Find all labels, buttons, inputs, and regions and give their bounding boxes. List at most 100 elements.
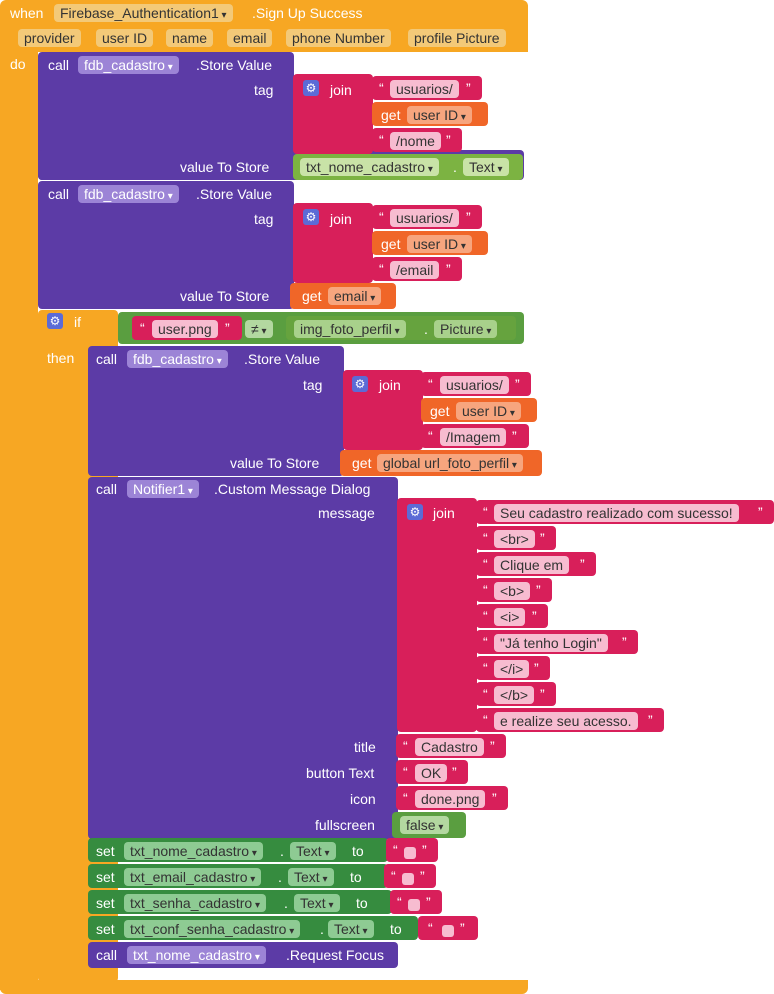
store1-component-dropdown[interactable]: fdb_cadastro [78, 56, 179, 74]
quote-close: ” [460, 920, 465, 936]
text-string[interactable]: usuarios/ [390, 80, 459, 98]
quote-close: ” [466, 80, 471, 96]
set-property-dropdown[interactable]: Text [294, 894, 340, 912]
param-email[interactable]: email [227, 29, 273, 47]
empty-string[interactable] [404, 844, 416, 860]
join-label: join [330, 211, 352, 227]
quote-close: ” [515, 376, 520, 392]
quote-close: ” [466, 209, 471, 225]
set-label: set [96, 895, 115, 911]
button-string[interactable]: OK [415, 764, 448, 782]
quote-open: “ [140, 320, 145, 336]
text-string[interactable]: /Imagem [440, 428, 507, 446]
to-label: to [350, 869, 362, 885]
event-component-dropdown[interactable]: Firebase_Authentication1 [54, 4, 233, 22]
boolean-dropdown[interactable]: false [400, 816, 450, 834]
text-string[interactable]: user.png [152, 320, 218, 338]
component-dropdown[interactable]: img_foto_perfil [294, 320, 406, 338]
store1-tag-label: tag [254, 82, 274, 98]
set-label: set [96, 843, 115, 859]
quote-open: “ [483, 504, 488, 520]
if-label: if [74, 314, 81, 330]
variable-dropdown[interactable]: user ID [407, 106, 472, 124]
gear-icon[interactable]: ⚙ [303, 80, 319, 96]
button-text-label: button Text [306, 765, 375, 781]
text-string[interactable]: <i> [494, 608, 526, 626]
gear-icon[interactable]: ⚙ [303, 209, 319, 225]
gear-icon[interactable]: ⚙ [352, 376, 368, 392]
text-string[interactable]: <b> [494, 582, 531, 600]
text-string[interactable]: usuarios/ [390, 209, 459, 227]
text-string[interactable]: "Já tenho Login" [494, 634, 608, 652]
event-name-label: .Sign Up Success [252, 5, 363, 21]
do-label: do [10, 56, 26, 72]
store2-component-dropdown[interactable]: fdb_cadastro [78, 185, 179, 203]
variable-dropdown[interactable]: email [328, 287, 382, 305]
join-label: join [379, 377, 401, 393]
text-string[interactable]: /email [390, 261, 440, 279]
text-string[interactable]: usuarios/ [440, 376, 509, 394]
focus-component-dropdown[interactable]: txt_nome_cadastro [127, 946, 266, 964]
title-label: title [354, 739, 376, 755]
dot-separator: . [284, 895, 288, 911]
variable-dropdown[interactable]: user ID [456, 402, 521, 420]
set-label: set [96, 921, 115, 937]
message-label: message [318, 505, 375, 521]
set-component-dropdown[interactable]: txt_email_cadastro [124, 868, 262, 886]
property-dropdown[interactable]: Text [463, 158, 509, 176]
store3-component-dropdown[interactable]: fdb_cadastro [127, 350, 228, 368]
property-dropdown[interactable]: Picture [434, 320, 498, 338]
quote-open: “ [403, 738, 408, 754]
variable-dropdown[interactable]: global url_foto_perfil [377, 454, 523, 472]
icon-string[interactable]: done.png [415, 790, 486, 808]
set-property-dropdown[interactable]: Text [328, 920, 374, 938]
text-string[interactable]: </i> [494, 660, 530, 678]
gear-icon[interactable]: ⚙ [47, 313, 63, 329]
empty-string[interactable] [408, 896, 420, 912]
component-dropdown[interactable]: txt_nome_cadastro [300, 158, 439, 176]
text-string[interactable]: Seu cadastro realizado com sucesso! [494, 504, 739, 522]
text-string[interactable]: e realize seu acesso. [494, 712, 638, 730]
quote-open: “ [397, 894, 402, 910]
set-property-dropdown[interactable]: Text [290, 842, 336, 860]
param-phone-number[interactable]: phone Number [286, 29, 391, 47]
param-profile-picture[interactable]: profile Picture [408, 29, 506, 47]
quote-close: ” [512, 428, 517, 444]
quote-close: ” [534, 660, 539, 676]
operator-dropdown[interactable]: ≠ [245, 320, 273, 338]
fullscreen-label: fullscreen [315, 817, 375, 833]
set-component-dropdown[interactable]: txt_nome_cadastro [124, 842, 263, 860]
variable-dropdown[interactable]: user ID [407, 235, 472, 253]
text-string[interactable]: Clique em [494, 556, 570, 574]
param-name[interactable]: name [166, 29, 214, 47]
to-label: to [356, 895, 368, 911]
set-component-dropdown[interactable]: txt_conf_senha_cadastro [124, 920, 301, 938]
quote-open: “ [428, 920, 433, 936]
text-string[interactable]: <br> [494, 530, 535, 548]
notifier-custom-message-dialog[interactable] [88, 477, 398, 839]
quote-open: “ [483, 582, 488, 598]
set-component-dropdown[interactable]: txt_senha_cadastro [124, 894, 267, 912]
notifier-component-dropdown[interactable]: Notifier1 [127, 480, 199, 498]
quote-open: “ [379, 80, 384, 96]
quote-open: “ [403, 764, 408, 780]
gear-icon[interactable]: ⚙ [407, 504, 423, 520]
quote-close: ” [446, 261, 451, 277]
title-string[interactable]: Cadastro [415, 738, 484, 756]
set-property-dropdown[interactable]: Text [288, 868, 334, 886]
to-label: to [352, 843, 364, 859]
quote-open: “ [403, 790, 408, 806]
empty-string[interactable] [442, 922, 454, 938]
text-string[interactable]: </b> [494, 686, 535, 704]
focus-method: .Request Focus [286, 947, 385, 963]
value-to-store-label: value To Store [180, 159, 270, 175]
join-block-message[interactable] [397, 498, 477, 732]
text-string[interactable]: /nome [390, 132, 441, 150]
quote-close: ” [540, 686, 545, 702]
quote-close: ” [536, 582, 541, 598]
call-label: call [96, 351, 118, 367]
empty-string[interactable] [402, 870, 414, 886]
quote-open: “ [483, 634, 488, 650]
param-provider[interactable]: provider [18, 29, 81, 47]
param-user-id[interactable]: user ID [96, 29, 154, 47]
